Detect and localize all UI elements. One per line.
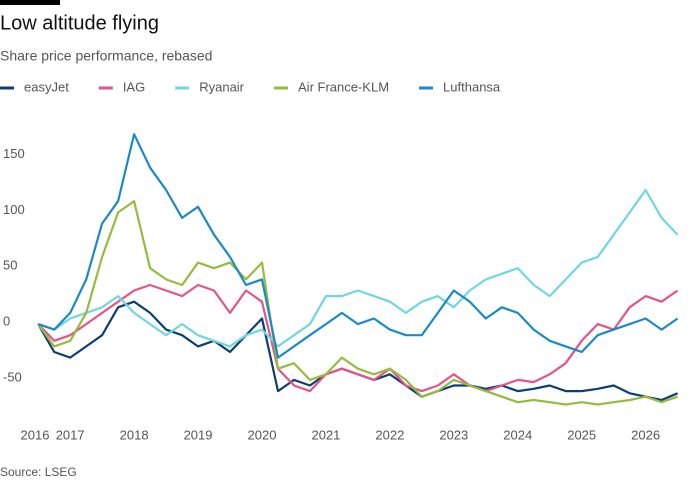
legend-label: IAG bbox=[123, 79, 145, 94]
y-tick-label: -50 bbox=[3, 369, 22, 384]
chart-title: Low altitude flying bbox=[0, 12, 159, 34]
y-tick-label: 150 bbox=[3, 146, 25, 161]
legend-label: Lufthansa bbox=[443, 79, 501, 94]
y-tick-label: 100 bbox=[3, 202, 25, 217]
series-line bbox=[37, 200, 678, 406]
x-tick-label: 2020 bbox=[248, 427, 277, 442]
series-line bbox=[37, 188, 679, 348]
x-tick-label: 2019 bbox=[184, 427, 213, 442]
x-tick-label: 2026 bbox=[631, 427, 660, 442]
x-tick-label: 2017 bbox=[56, 427, 85, 442]
x-tick-label: 2021 bbox=[311, 427, 340, 442]
legend-label: easyJet bbox=[24, 79, 69, 94]
source: Source: LSEG bbox=[0, 465, 77, 479]
x-tick-label: 2025 bbox=[567, 427, 596, 442]
x-tick-label: 2022 bbox=[375, 427, 404, 442]
x-tick-label: 2018 bbox=[120, 427, 149, 442]
legend-label: Ryanair bbox=[199, 79, 244, 94]
chart-subtitle: Share price performance, rebased bbox=[0, 48, 212, 64]
y-tick-label: 0 bbox=[3, 313, 10, 328]
series-line bbox=[37, 133, 679, 359]
x-tick-label: 2024 bbox=[503, 427, 532, 442]
title-bar bbox=[0, 0, 60, 5]
legend-label: Air France-KLM bbox=[298, 79, 389, 94]
series-line bbox=[37, 283, 679, 393]
y-tick-label: 50 bbox=[3, 258, 17, 273]
x-tick-label: 2023 bbox=[439, 427, 468, 442]
x-tick-label: 2016 bbox=[21, 427, 50, 442]
